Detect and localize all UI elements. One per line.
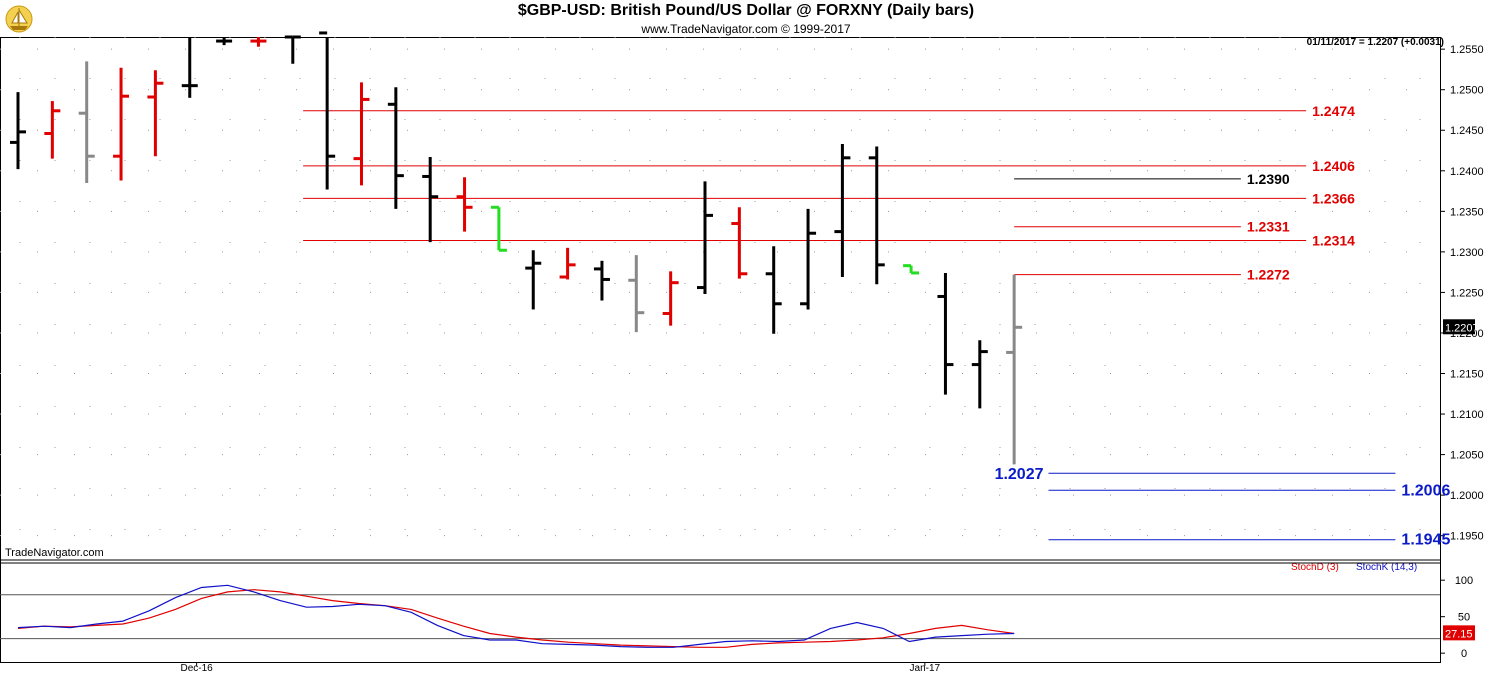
stoch-y-tick-label: 100 <box>1455 575 1473 587</box>
last-price-label: 1.2207 <box>1445 322 1479 334</box>
stoch-last-box <box>1443 625 1475 641</box>
plot-frame <box>0 37 1441 663</box>
level-label: 1.2474 <box>1312 103 1355 119</box>
level-label: 1.2006 <box>1401 482 1450 499</box>
level-label: 1.2331 <box>1247 219 1290 235</box>
y-tick-label: 1.2500 <box>1450 85 1484 97</box>
x-tick-label: Jan-17 <box>910 663 941 674</box>
price-readout: 01/11/2017 = 1.2207 (+0.0031) <box>1306 37 1444 48</box>
copyright-text: www.TradeNavigator.com © 1999-2017 <box>641 22 851 36</box>
y-tick-label: 1.2450 <box>1450 125 1484 137</box>
level-label: 1.2314 <box>1312 233 1355 249</box>
y-tick-label: 1.2400 <box>1450 166 1484 178</box>
y-tick-label: 1.2100 <box>1450 409 1484 421</box>
ship-logo-icon <box>5 5 33 33</box>
level-label: 1.2366 <box>1312 190 1355 206</box>
y-tick-label: 1.2000 <box>1450 490 1484 502</box>
y-tick-label: 1.2550 <box>1450 44 1484 56</box>
y-tick-label: 1.2050 <box>1450 450 1484 462</box>
stoch-y-tick-label: 50 <box>1458 612 1470 624</box>
stochd-line <box>17 589 1015 648</box>
y-tick-label: 1.2150 <box>1450 369 1484 381</box>
chart-title: $GBP-USD: British Pound/US Dollar @ FORX… <box>517 2 975 19</box>
level-label: 1.1945 <box>1401 532 1450 549</box>
legend-stochd: StochD (3) <box>1291 562 1339 573</box>
x-tick-label: Dec-16 <box>180 663 213 674</box>
y-tick-label: 1.2300 <box>1450 247 1484 259</box>
level-label: 1.2390 <box>1247 171 1290 187</box>
y-tick-label: 1.2250 <box>1450 287 1484 299</box>
level-label: 1.2406 <box>1312 158 1355 174</box>
stoch-last-label: 27.15 <box>1445 628 1473 640</box>
y-tick-label: 1.2350 <box>1450 206 1484 218</box>
y-tick-label: 1.1950 <box>1450 531 1484 543</box>
level-label: 1.2027 <box>995 466 1044 483</box>
legend-stochk: StochK (14,3) <box>1356 562 1418 573</box>
stoch-y-tick-label: 0 <box>1461 648 1467 660</box>
last-price-box <box>1443 319 1475 335</box>
brand-label: TradeNavigator.com <box>5 547 104 559</box>
level-label: 1.2272 <box>1247 267 1290 283</box>
stochk-line <box>17 584 1015 648</box>
